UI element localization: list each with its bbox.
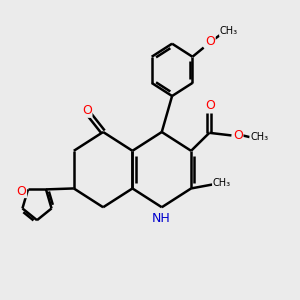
Text: O: O <box>16 184 26 197</box>
Text: CH₃: CH₃ <box>220 26 238 36</box>
Text: NH: NH <box>152 212 171 225</box>
Text: O: O <box>205 35 215 48</box>
Text: CH₃: CH₃ <box>213 178 231 188</box>
Text: O: O <box>205 99 215 112</box>
Text: O: O <box>233 129 243 142</box>
Text: O: O <box>82 104 92 117</box>
Text: CH₃: CH₃ <box>250 132 268 142</box>
